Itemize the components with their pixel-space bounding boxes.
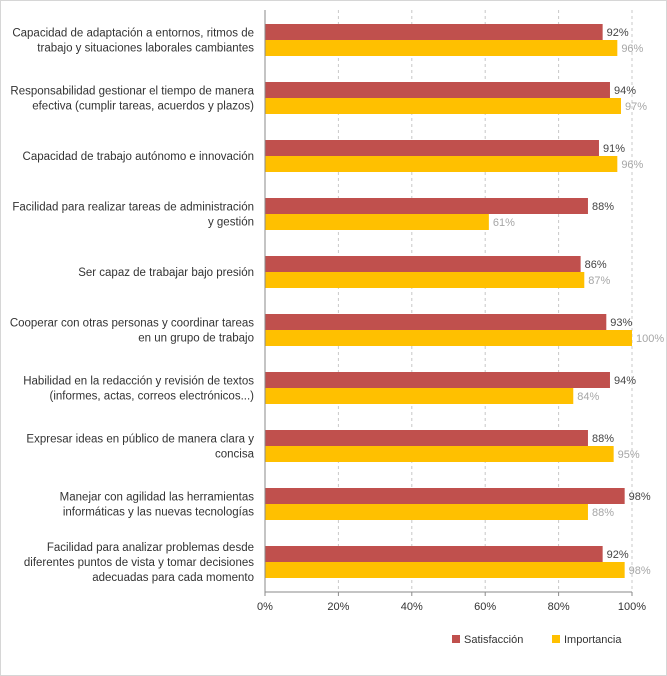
category-label: Manejar con agilidad las herramientas: [60, 492, 255, 504]
satisfaccion-value-label: 91%: [603, 143, 625, 155]
category-label: Capacidad de trabajo autónomo e innovaci…: [23, 151, 254, 163]
category-label: efectiva (cumplir tareas, acuerdos y pla…: [32, 101, 254, 113]
category-label: trabajo y situaciones laborales cambiant…: [37, 43, 254, 55]
category-label: Responsabilidad gestionar el tiempo de m…: [10, 86, 254, 98]
importancia-bar: [265, 40, 618, 56]
x-tick-label: 60%: [474, 601, 496, 613]
importancia-value-label: 100%: [636, 333, 664, 345]
importancia-bar: [265, 98, 621, 114]
x-tick-label: 20%: [327, 601, 349, 613]
satisfaccion-value-label: 93%: [610, 317, 632, 329]
category-label: informáticas y las nuevas tecnologías: [63, 507, 254, 519]
satisfaccion-bar: [265, 372, 610, 388]
importancia-bar: [265, 504, 588, 520]
category-label: (informes, actas, correos electrónicos..…: [49, 391, 254, 403]
importancia-value-label: 88%: [592, 507, 614, 519]
category-label: adecuadas para cada momento: [92, 572, 254, 584]
satisfaccion-value-label: 88%: [592, 201, 614, 213]
category-label: Capacidad de adaptación a entornos, ritm…: [12, 28, 254, 40]
importancia-value-label: 97%: [625, 101, 647, 113]
satisfaccion-value-label: 94%: [614, 375, 636, 387]
importancia-bar: [265, 156, 618, 172]
importancia-bar: [265, 272, 585, 288]
importancia-value-label: 87%: [588, 275, 610, 287]
legend-label-satisfaccion: Satisfacción: [464, 634, 523, 646]
satisfaccion-bar: [265, 24, 603, 40]
satisfaccion-bar: [265, 82, 610, 98]
importancia-value-label: 98%: [629, 565, 651, 577]
importancia-bar: [265, 330, 632, 346]
category-label: concisa: [215, 449, 255, 461]
importancia-bar: [265, 388, 574, 404]
importancia-value-label: 61%: [493, 217, 515, 229]
satisfaccion-value-label: 98%: [629, 491, 651, 503]
satisfaccion-bar: [265, 546, 603, 562]
legend-label-importancia: Importancia: [564, 634, 622, 646]
x-tick-label: 100%: [618, 601, 646, 613]
importancia-bar: [265, 562, 625, 578]
importancia-value-label: 84%: [577, 391, 599, 403]
category-label: en un grupo de trabajo: [138, 333, 254, 345]
satisfaccion-bar: [265, 430, 588, 446]
satisfaccion-value-label: 92%: [607, 27, 629, 39]
satisfaccion-bar: [265, 314, 607, 330]
legend-swatch-satisfaccion: [452, 635, 460, 643]
satisfaccion-value-label: 94%: [614, 85, 636, 97]
category-label: Ser capaz de trabajar bajo presión: [78, 267, 254, 279]
x-tick-label: 80%: [548, 601, 570, 613]
satisfaccion-value-label: 88%: [592, 433, 614, 445]
category-label: Facilidad para realizar tareas de admini…: [12, 202, 254, 214]
importancia-value-label: 95%: [618, 449, 640, 461]
satisfaccion-value-label: 92%: [607, 549, 629, 561]
legend-swatch-importancia: [552, 635, 560, 643]
category-label: Habilidad en la redacción y revisión de …: [23, 376, 254, 388]
category-label: Facilidad para analizar problemas desde: [47, 542, 254, 554]
satisfaccion-value-label: 86%: [585, 259, 607, 271]
category-label: diferentes puntos de vista y tomar decis…: [24, 557, 254, 569]
importancia-value-label: 96%: [621, 159, 643, 171]
satisfaccion-bar: [265, 488, 625, 504]
x-tick-label: 40%: [401, 601, 423, 613]
category-label: y gestión: [208, 217, 254, 229]
satisfaccion-bar: [265, 198, 588, 214]
satisfaccion-bar: [265, 140, 599, 156]
importancia-value-label: 96%: [621, 43, 643, 55]
category-label: Cooperar con otras personas y coordinar …: [10, 318, 254, 330]
importancia-bar: [265, 214, 489, 230]
importancia-bar: [265, 446, 614, 462]
category-label: Expresar ideas en público de manera clar…: [26, 434, 254, 446]
satisfaccion-bar: [265, 256, 581, 272]
x-tick-label: 0%: [257, 601, 273, 613]
